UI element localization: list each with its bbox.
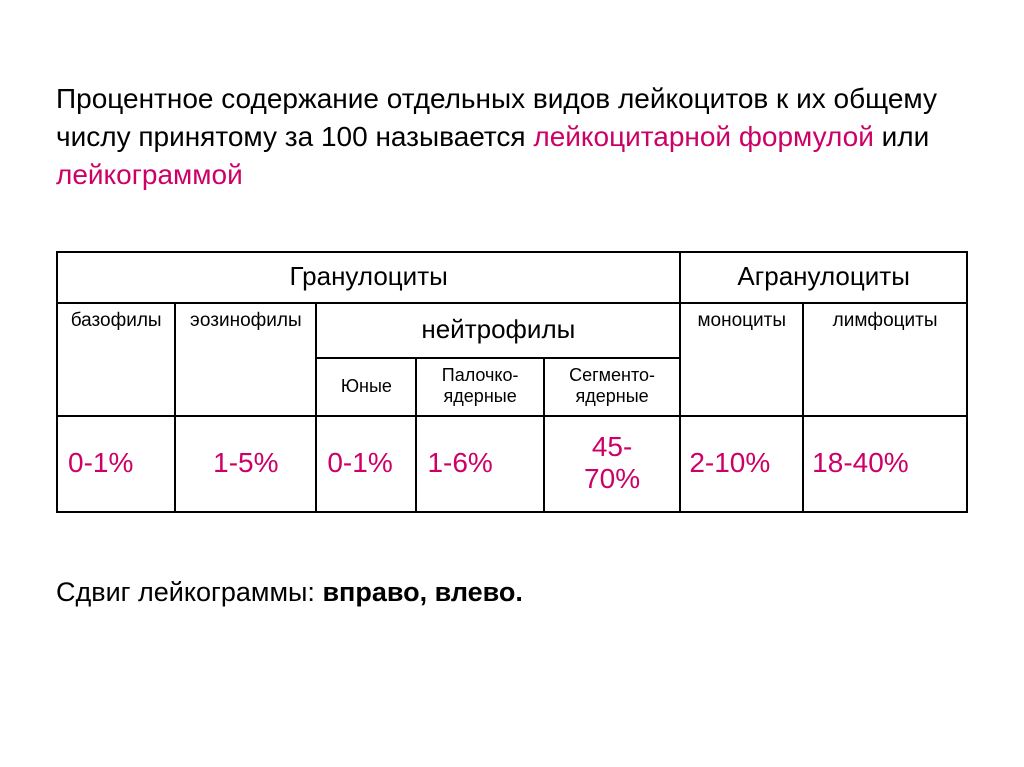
- header-eosinophils: эозинофилы: [175, 303, 316, 415]
- value-neutro-segmented: 45- 70%: [544, 416, 681, 512]
- value-monocytes: 2-10%: [680, 416, 803, 512]
- header-monocytes: моноциты: [680, 303, 803, 415]
- value-basophils: 0-1%: [57, 416, 175, 512]
- value-eosinophils: 1-5%: [175, 416, 316, 512]
- header-neutro-young: Юные: [316, 358, 416, 415]
- term-leukocyte-formula: лейкоцитарной формулой: [533, 121, 873, 152]
- seg-val-l2: 70%: [584, 463, 640, 494]
- header-granulocytes: Гранулоциты: [57, 252, 680, 303]
- seg-l1: Сегменто-: [569, 365, 655, 385]
- header-neutro-segmented: Сегменто- ядерные: [544, 358, 681, 415]
- footer-bold: вправо, влево.: [322, 577, 522, 607]
- footer-prefix: Сдвиг лейкограммы:: [56, 577, 322, 607]
- value-lymphocytes: 18-40%: [803, 416, 967, 512]
- table-row-top-headers: Гранулоциты Агранулоциты: [57, 252, 967, 303]
- intro-paragraph: Процентное содержание отдельных видов ле…: [56, 80, 956, 193]
- value-neutro-young: 0-1%: [316, 416, 416, 512]
- value-neutro-band: 1-6%: [416, 416, 543, 512]
- header-agranulocytes: Агранулоциты: [680, 252, 967, 303]
- term-leukogram: лейкограммой: [56, 159, 243, 190]
- seg-l2: ядерные: [575, 386, 648, 406]
- header-basophils: базофилы: [57, 303, 175, 415]
- header-neutrophils: нейтрофилы: [316, 303, 680, 358]
- seg-val-l1: 45-: [592, 431, 632, 462]
- footer-text: Сдвиг лейкограммы: вправо, влево.: [56, 577, 968, 608]
- band-l2: ядерные: [444, 386, 517, 406]
- band-l1: Палочко-: [442, 365, 519, 385]
- header-neutro-band: Палочко- ядерные: [416, 358, 543, 415]
- leukogram-table: Гранулоциты Агранулоциты базофилы эозино…: [56, 251, 968, 512]
- table-row-sub-headers: базофилы эозинофилы нейтрофилы моноциты …: [57, 303, 967, 358]
- intro-sep: или: [874, 121, 929, 152]
- header-lymphocytes: лимфоциты: [803, 303, 967, 415]
- table-row-values: 0-1% 1-5% 0-1% 1-6% 45- 70% 2-10% 18-40%: [57, 416, 967, 512]
